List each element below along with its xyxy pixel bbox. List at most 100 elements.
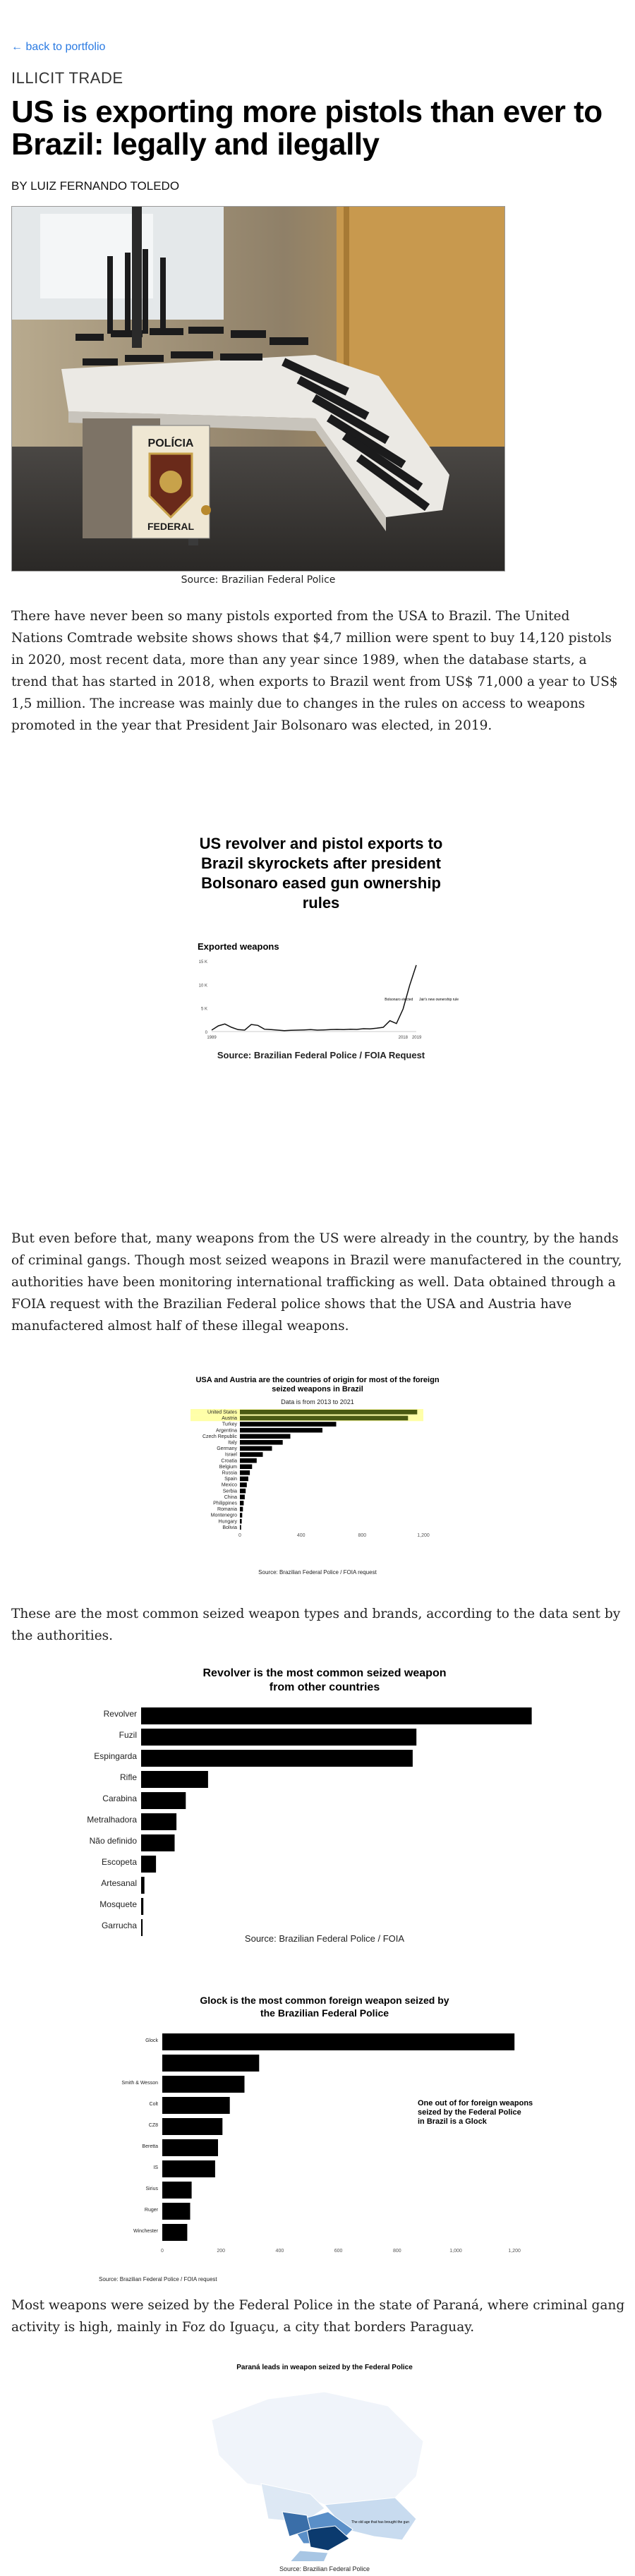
chart-title: US revolver and pistol exports to Brazil…	[199, 835, 443, 912]
brand-bar	[162, 2055, 260, 2072]
byline: BY LUIZ FERNANDO TOLEDO	[11, 179, 180, 193]
country-bar	[240, 1470, 250, 1475]
x-tick-label: 800	[358, 1533, 366, 1538]
category-label: Espingarda	[94, 1751, 137, 1761]
weapon-type-bar	[141, 1750, 413, 1767]
paragraph-1: There have never been so many pistols ex…	[11, 609, 618, 733]
category-label: Winchester	[133, 2229, 159, 2234]
x-tick-label: 1,200	[508, 2249, 521, 2254]
brand-bar	[162, 2203, 190, 2220]
figure-exports-line: US revolver and pistol exports to Brazil…	[183, 834, 459, 1060]
x-tick-label: 1,000	[449, 2249, 462, 2254]
country-bar	[240, 1513, 243, 1518]
brand-bar-chart: One out of for foreign weapons seized by …	[121, 2033, 533, 2254]
x-tick-label: 2018	[399, 1036, 409, 1040]
brand-bar	[162, 2033, 515, 2050]
seized-weapons-photo: POLÍCIA FEDERAL	[11, 206, 505, 572]
brand-bar	[162, 2118, 223, 2135]
weapon-type-bar	[141, 1834, 175, 1851]
category-label: Croatia	[221, 1458, 237, 1463]
country-bar	[240, 1440, 283, 1445]
chart-source: Source: Brazilian Federal Police / FOIA …	[99, 2276, 217, 2282]
country-bar	[240, 1518, 242, 1524]
category-label: Rifle	[120, 1772, 137, 1782]
country-bar	[240, 1422, 337, 1427]
category-label: Italy	[228, 1441, 237, 1446]
category-label: Germany	[217, 1446, 237, 1451]
map-state-parana	[306, 2525, 350, 2551]
category-label: Belgium	[219, 1465, 237, 1470]
chart-source: Source: Brazilian Federal Police / FOIA …	[258, 1569, 377, 1576]
badge-bottom-text: FEDERAL	[147, 521, 195, 532]
photo-illustration: POLÍCIA FEDERAL	[12, 207, 504, 571]
chart-source: Source: Brazilian Federal Police / FOIA …	[217, 1050, 425, 1060]
category-label: Czech Republic	[202, 1434, 238, 1439]
weapon-type-bar	[141, 1729, 417, 1746]
category-label: Smith & Wesson	[121, 2081, 158, 2086]
figure-brands-bar: Glock is the most common foreign weapon …	[99, 1994, 550, 2283]
category-label: Spain	[224, 1477, 237, 1482]
country-bar	[240, 1482, 247, 1487]
category-label: Artesanal	[101, 1878, 137, 1888]
country-bar	[240, 1464, 253, 1469]
paragraph-2: But even before that, many weapons from …	[11, 1231, 622, 1334]
weapon-type-bar	[141, 1792, 186, 1809]
brand-bar	[162, 2076, 245, 2093]
x-tick-label: 200	[217, 2249, 225, 2254]
weapon-type-bar	[141, 1813, 177, 1830]
brand-bar	[162, 2182, 192, 2199]
country-bar	[240, 1506, 243, 1512]
category-label: United States	[207, 1410, 238, 1415]
category-label: China	[224, 1495, 237, 1500]
country-bar	[240, 1446, 272, 1451]
category-label: Hungary	[219, 1519, 238, 1524]
weapon-type-bar	[141, 1771, 208, 1788]
category-label: Sirius	[145, 2187, 158, 2191]
back-to-portfolio-link[interactable]: ← back to portfolio	[11, 41, 106, 53]
country-bar	[240, 1434, 291, 1439]
x-tick-label: 2019	[412, 1036, 422, 1040]
figure-parana-map: Paraná leads in weapon seized by the Fed…	[183, 2364, 466, 2575]
category-label: Mosquete	[99, 1899, 137, 1909]
weapon-type-bar	[141, 1898, 144, 1915]
category-label: Ruger	[145, 2208, 159, 2213]
line-chart-ylabel: Exported weapons	[198, 941, 279, 952]
category-label: Escopeta	[102, 1857, 137, 1867]
x-tick-label: 600	[334, 2249, 343, 2254]
category-label: Romania	[217, 1507, 237, 1512]
chart-title: Glock is the most common foreign weapon …	[200, 1995, 449, 2019]
category-label: IS	[153, 2165, 158, 2170]
category-label: Garrucha	[102, 1921, 137, 1930]
category-label: Metralhadora	[87, 1815, 137, 1825]
weapon-type-bar	[141, 1707, 532, 1724]
paragraph-3: These are the most common seized weapon …	[11, 1607, 621, 1643]
country-bar	[240, 1494, 245, 1499]
category-label: Carabina	[102, 1794, 137, 1803]
map-annotation: The old age that has brought the gun	[351, 2520, 409, 2524]
country-bar	[240, 1427, 322, 1433]
y-tick-label: 10 K	[199, 984, 207, 988]
weapon-type-bar	[141, 1919, 143, 1936]
map-north-region	[211, 2391, 424, 2505]
y-tick-label: 15 K	[199, 960, 207, 965]
x-tick-label: 400	[297, 1533, 306, 1538]
category-label: CZ8	[149, 2123, 158, 2128]
paragraph-4: Most weapons were seized by the Federal …	[11, 2298, 625, 2335]
category-label: Beretta	[142, 2144, 158, 2149]
category-label: Mexico	[222, 1483, 237, 1488]
country-bar	[240, 1501, 244, 1506]
badge-top-text: POLÍCIA	[148, 436, 194, 449]
x-tick-label: 0	[238, 1533, 241, 1538]
chart-subtitle: Data is from 2013 to 2021	[281, 1398, 354, 1405]
y-tick-label: 0	[205, 1031, 208, 1035]
x-tick-label: 1,200	[417, 1533, 430, 1538]
headline: US is exporting more pistols than ever t…	[11, 95, 603, 162]
country-bar	[240, 1452, 263, 1457]
category-label: Israel	[225, 1453, 238, 1458]
map-state-south	[290, 2550, 329, 2561]
country-bar	[240, 1415, 409, 1421]
brand-bar	[162, 2139, 218, 2156]
category-label: Russia	[222, 1471, 238, 1476]
category-label: Fuzil	[119, 1730, 137, 1740]
